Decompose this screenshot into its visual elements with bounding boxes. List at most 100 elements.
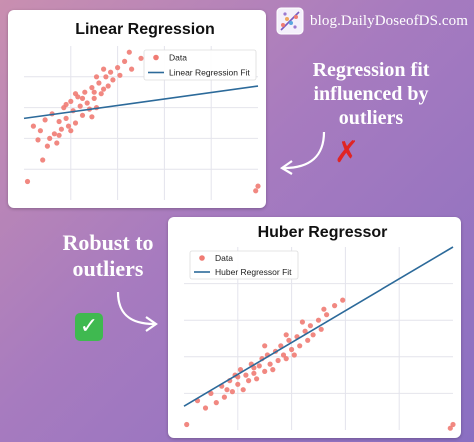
brand[interactable]: blog.DailyDoseofDS.com bbox=[276, 6, 468, 36]
data-point bbox=[44, 143, 51, 149]
linear-regression-card: Linear Regression Data Linear Regression F… bbox=[8, 10, 266, 208]
legend-marker-data bbox=[199, 255, 205, 261]
data-point bbox=[101, 66, 107, 72]
data-point bbox=[68, 128, 74, 134]
data-point bbox=[96, 80, 102, 86]
legend-entry: Linear Regression Fit bbox=[169, 68, 250, 78]
data-point bbox=[297, 343, 303, 349]
data-point bbox=[310, 332, 316, 338]
callout-top-line-3: outliers bbox=[338, 107, 404, 129]
linear-regression-chart: Linear Regression Data Linear Regression F… bbox=[23, 21, 261, 200]
data-point bbox=[79, 112, 86, 118]
data-point bbox=[256, 363, 262, 369]
data-point bbox=[84, 100, 90, 106]
data-point bbox=[42, 117, 48, 123]
data-point bbox=[79, 95, 86, 101]
data-point bbox=[255, 183, 261, 189]
data-point bbox=[278, 343, 284, 349]
data-point bbox=[262, 343, 268, 349]
data-point bbox=[235, 381, 241, 387]
data-point bbox=[340, 297, 346, 303]
data-point bbox=[91, 89, 97, 95]
data-point bbox=[51, 131, 58, 137]
huber-regressor-card: Huber Regressor Data Huber Regressor Fit bbox=[168, 217, 461, 438]
callout-bottom-line-2: outliers bbox=[72, 256, 144, 282]
data-point bbox=[262, 368, 268, 374]
callout-top-line-2: influenced by bbox=[313, 83, 429, 105]
data-point bbox=[40, 157, 46, 163]
data-point bbox=[101, 86, 107, 92]
data-point bbox=[65, 123, 72, 129]
fit-line bbox=[183, 246, 454, 407]
legend-entry: Data bbox=[169, 53, 187, 63]
legend-marker-data bbox=[153, 54, 159, 61]
data-point bbox=[82, 89, 88, 95]
data-point bbox=[98, 91, 104, 97]
data-point bbox=[202, 405, 209, 411]
chart-title: Huber Regressor bbox=[258, 224, 388, 241]
callout-bottom-line-1: Robust to bbox=[62, 230, 154, 255]
legend-entry: Data bbox=[215, 253, 233, 263]
data-point bbox=[24, 178, 31, 185]
data-point bbox=[56, 132, 62, 138]
data-point bbox=[30, 123, 36, 129]
data-point bbox=[91, 95, 97, 101]
data-point bbox=[129, 66, 135, 72]
data-point bbox=[108, 69, 114, 75]
fit-line bbox=[23, 85, 259, 120]
data-point bbox=[280, 352, 287, 358]
legend-box bbox=[143, 49, 257, 81]
data-point bbox=[58, 126, 64, 132]
check-mark-icon: ✓ bbox=[75, 313, 103, 341]
data-point bbox=[115, 65, 121, 71]
data-point bbox=[63, 115, 69, 121]
data-point bbox=[103, 74, 109, 80]
data-point bbox=[302, 328, 308, 334]
data-point bbox=[254, 376, 260, 382]
data-point bbox=[275, 357, 281, 364]
huber-regressor-chart: Huber Regressor Data Huber Regressor Fit bbox=[183, 224, 456, 431]
chart-title: Linear Regression bbox=[75, 21, 215, 38]
data-point bbox=[267, 361, 273, 367]
callout-top-line-1: Regression fit bbox=[312, 59, 430, 81]
data-point bbox=[122, 58, 128, 64]
data-point bbox=[240, 387, 246, 393]
callout-top: Regression fit influenced by outliers bbox=[268, 58, 474, 130]
data-point bbox=[47, 135, 53, 141]
brand-text: blog.DailyDoseofDS.com bbox=[310, 12, 469, 29]
data-point bbox=[237, 367, 244, 373]
data-point bbox=[315, 317, 322, 323]
data-point bbox=[35, 137, 41, 143]
data-point bbox=[68, 98, 74, 104]
data-point bbox=[324, 312, 330, 318]
data-point bbox=[321, 306, 327, 312]
callout-bottom: Robust to outliers bbox=[52, 230, 164, 283]
data-point bbox=[243, 372, 249, 378]
data-point bbox=[117, 72, 123, 78]
data-point bbox=[283, 332, 289, 338]
legend: Data Huber Regressor Fit bbox=[189, 250, 299, 280]
data-point bbox=[305, 337, 311, 343]
data-point bbox=[221, 394, 227, 400]
data-point bbox=[184, 421, 190, 428]
data-point bbox=[307, 323, 313, 329]
curved-arrow-icon bbox=[279, 131, 326, 175]
data-point bbox=[93, 74, 100, 80]
data-point bbox=[332, 303, 338, 309]
data-point bbox=[72, 120, 79, 126]
data-point bbox=[299, 319, 305, 325]
data-point bbox=[229, 389, 235, 395]
data-point bbox=[286, 337, 292, 343]
data-point bbox=[450, 421, 456, 428]
data-point bbox=[208, 390, 214, 396]
data-point bbox=[251, 370, 257, 376]
dailydoseofds-logo-icon bbox=[276, 7, 304, 35]
data-point bbox=[318, 326, 324, 332]
data-point bbox=[126, 49, 132, 55]
data-point bbox=[37, 128, 43, 134]
legend: Data Linear Regression Fit bbox=[143, 49, 257, 81]
data-point bbox=[72, 91, 79, 97]
data-point bbox=[283, 356, 289, 362]
curved-arrow-icon bbox=[116, 291, 158, 332]
data-point bbox=[110, 77, 116, 83]
